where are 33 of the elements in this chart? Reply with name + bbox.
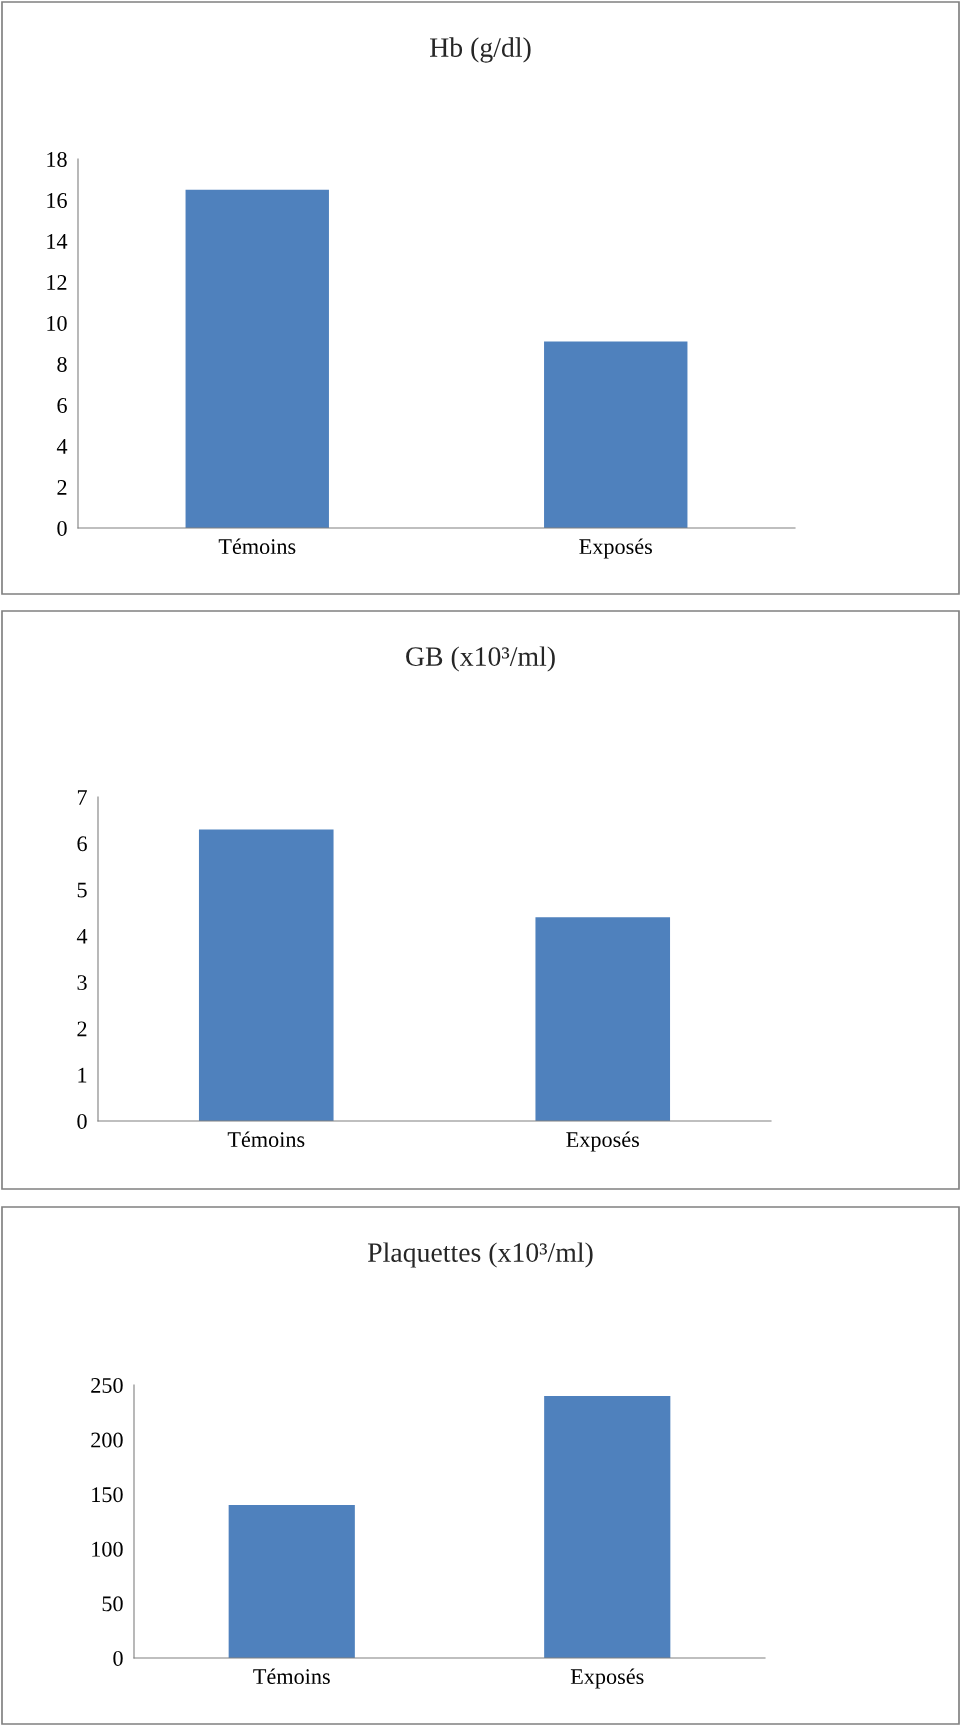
x-tick-label: Exposés (566, 1131, 639, 1152)
x-tick-label: Témoins (227, 1131, 305, 1148)
chart-title: Plaquettes (x10³/ml) (367, 1242, 593, 1268)
y-tick-label: 250 (91, 1377, 123, 1393)
y-tick-label: 4 (56, 439, 68, 454)
y-tick-label: 6 (57, 397, 67, 413)
y-tick-label: 8 (57, 356, 67, 372)
y-tick-label: 1 (78, 1067, 87, 1083)
y-tick-label: 16 (47, 192, 67, 208)
y-tick-label: 4 (76, 928, 88, 944)
y-tick-label: 100 (92, 1541, 123, 1557)
y-tick-label: 0 (77, 1113, 87, 1129)
y-tick-label: 6 (77, 836, 87, 852)
y-tick-label: 50 (102, 1596, 123, 1612)
y-tick-label: 3 (77, 975, 87, 991)
y-tick-label: 0 (113, 1650, 123, 1666)
y-tick-label: 12 (47, 274, 67, 290)
y-tick-label: 150 (92, 1487, 123, 1503)
y-tick-label: 5 (77, 882, 87, 898)
y-tick-label: 10 (47, 315, 67, 331)
y-tick-label: 200 (91, 1432, 123, 1448)
chart-title: Hb (g/dl) (430, 37, 531, 63)
y-tick-label: 2 (57, 479, 67, 495)
y-tick-label: 7 (77, 790, 87, 805)
y-tick-label: 14 (47, 234, 68, 249)
x-tick-label: Exposés (570, 1668, 644, 1689)
y-tick-label: 18 (47, 151, 67, 167)
x-tick-label: Témoins (218, 538, 296, 555)
y-tick-label: 0 (57, 520, 67, 536)
x-tick-label: Témoins (253, 1668, 330, 1685)
x-tick-label: Exposés (579, 538, 652, 559)
chart-title: GB (x10³/ml) (406, 646, 555, 672)
y-tick-label: 2 (77, 1021, 87, 1037)
